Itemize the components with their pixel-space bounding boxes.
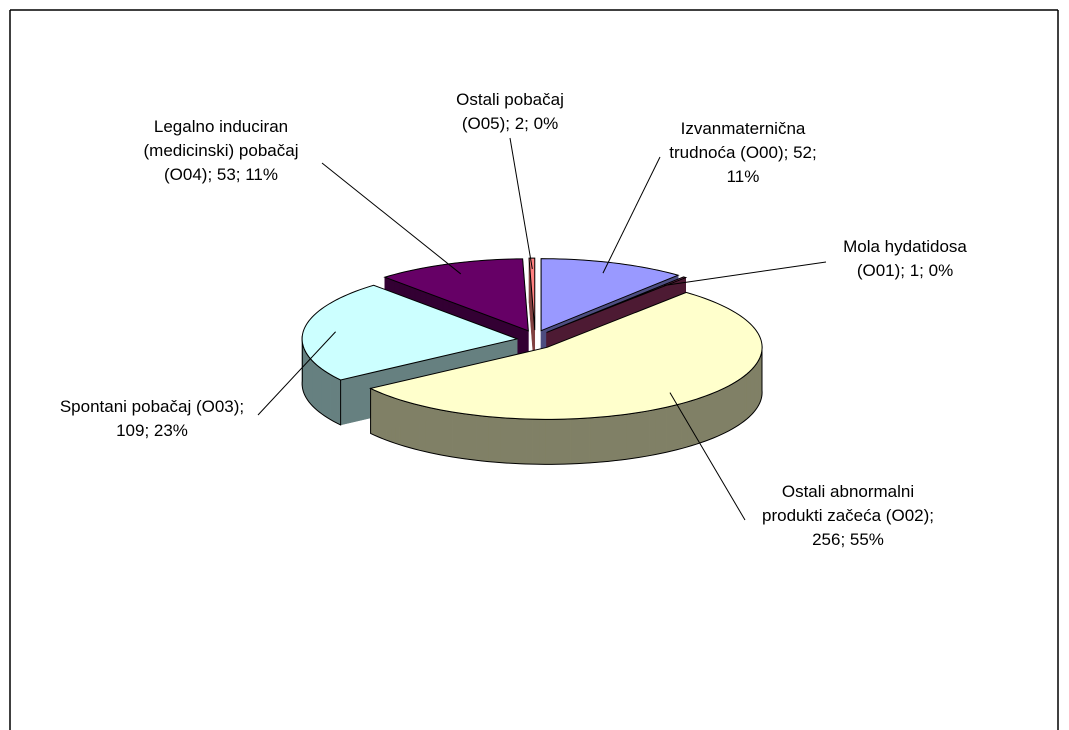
slice-side xyxy=(321,368,325,417)
slice-side xyxy=(475,415,483,462)
slice-side xyxy=(724,385,729,434)
slice-side xyxy=(752,365,755,415)
slice-side xyxy=(481,415,489,462)
slice-side xyxy=(737,377,742,426)
slice-side xyxy=(457,412,465,460)
slice xyxy=(528,257,536,376)
data-label: Ostali abnormalni produkti začeća (O02);… xyxy=(762,482,934,549)
slice-side xyxy=(750,367,753,417)
slice-side xyxy=(632,412,639,459)
slice-top xyxy=(540,258,680,332)
slice-side xyxy=(583,417,591,464)
slice-side xyxy=(649,409,656,456)
slice-side xyxy=(452,411,459,459)
slice-side xyxy=(519,418,527,465)
slice-side xyxy=(446,410,453,458)
slice-side xyxy=(564,418,572,465)
slice-top xyxy=(546,276,688,333)
slice-side xyxy=(608,415,615,462)
data-label: Spontani pobačaj (O03); 109; 23% xyxy=(59,397,245,440)
slice-side xyxy=(740,375,745,424)
slice-side xyxy=(488,416,495,463)
slice-side xyxy=(660,406,667,454)
slice-side xyxy=(743,373,747,422)
slice-side xyxy=(327,372,331,421)
slice-side xyxy=(463,413,471,460)
slice-side xyxy=(705,394,710,442)
slice-side xyxy=(570,418,578,465)
slice-side xyxy=(691,398,697,446)
leader-line xyxy=(669,392,746,521)
slice-side xyxy=(532,418,540,465)
slice-side xyxy=(316,364,320,413)
leader-line xyxy=(602,156,661,274)
slice-side xyxy=(721,387,726,435)
slice-side xyxy=(538,419,546,465)
slice-top xyxy=(528,257,536,331)
slice-side xyxy=(748,369,751,419)
slice-side xyxy=(620,413,627,461)
data-label: Ostali pobačaj (O05); 2; 0% xyxy=(456,90,564,133)
slice-side xyxy=(602,416,609,463)
slice-side xyxy=(336,377,341,426)
slice-side xyxy=(324,370,328,419)
slice-side xyxy=(314,362,318,411)
slice-side xyxy=(557,418,565,465)
slice-side xyxy=(513,418,520,465)
slice-side xyxy=(728,383,733,432)
leader-line xyxy=(257,331,336,416)
slice-side xyxy=(318,366,322,415)
slice-side xyxy=(638,411,645,458)
slice-side xyxy=(494,416,501,463)
slice-side xyxy=(500,417,508,464)
slice-side xyxy=(734,379,739,428)
slice xyxy=(369,291,763,465)
slice-side xyxy=(576,418,584,464)
slice-side xyxy=(333,375,338,424)
slice-side xyxy=(310,358,313,407)
slice-side xyxy=(666,405,672,453)
slice-side xyxy=(671,404,678,452)
slice-side xyxy=(330,374,334,422)
slice-side xyxy=(655,408,662,455)
slice-side xyxy=(469,414,477,461)
data-label: Izvanmaternična trudnoća (O00); 52; 11% xyxy=(669,119,817,186)
slice-side xyxy=(312,360,315,409)
slice-side xyxy=(713,390,718,439)
leader-line xyxy=(663,261,827,286)
slice-side xyxy=(700,395,706,444)
slice-side xyxy=(643,410,651,457)
slice-side xyxy=(696,397,702,445)
slice-top xyxy=(369,291,763,420)
leader-line xyxy=(321,162,462,275)
slice-side xyxy=(614,414,621,461)
slice-side xyxy=(626,413,633,460)
slice-side xyxy=(595,416,603,463)
slice-side xyxy=(731,381,736,430)
slice-side xyxy=(681,401,688,449)
slice-side xyxy=(676,403,683,451)
slice-side xyxy=(709,392,714,440)
data-label: Mola hydatidosa (O01); 1; 0% xyxy=(843,237,967,280)
slice-side xyxy=(746,371,749,420)
slice-side xyxy=(686,400,692,448)
slice-side xyxy=(717,389,722,437)
slice-side xyxy=(551,418,559,465)
data-label: Legalno induciran (medicinski) pobačaj (… xyxy=(143,117,299,184)
leader-line xyxy=(509,137,533,269)
slice-side xyxy=(589,417,597,464)
slice-side xyxy=(506,417,514,464)
slice-side xyxy=(545,419,552,465)
slice-side xyxy=(525,418,533,465)
slice-top xyxy=(301,284,519,381)
